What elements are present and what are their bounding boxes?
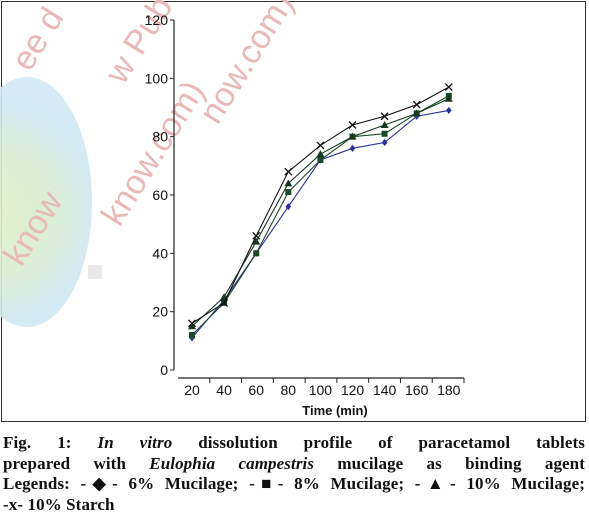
data-point-square [189,332,195,338]
chart-axes: 0 20 40 60 80 100 120 20 40 60 80 100 120 140 160 180 [145,12,465,398]
watermark-square [88,265,102,279]
series-line [191,86,450,324]
data-point-triangle [348,132,357,140]
data-point-diamond [381,138,388,147]
caption-fig-label: Fig. 1: [3,433,98,452]
data-point-x [412,100,421,109]
data-point-triangle [284,179,293,187]
series-line [191,95,450,336]
caption-line-3: Legends: -◆- 6% Mucilage; -■- 8% Mucilag… [3,474,585,493]
caption-line1-rest: dissolution profile of paracetamol table… [172,433,585,452]
data-point-x [252,231,261,240]
figure-caption: Fig. 1: In vitro dissolution profile of … [3,433,585,515]
x-tick-label: 160 [405,382,429,398]
data-point-triangle [444,94,453,102]
x-tick-label: 120 [341,382,365,398]
data-point-square [381,130,388,137]
figure-frame: ee d w Pub now.com). know.com) know 0 20 4… [0,0,586,422]
data-point-x [316,141,325,150]
series-10-mucilage [188,94,453,330]
data-point-triangle [316,150,325,158]
x-tick-label: 140 [373,382,397,398]
data-point-diamond [349,144,356,152]
data-point-triangle [380,121,389,128]
series-10-starch [188,83,453,328]
y-tick-label: 40 [152,245,168,261]
data-point-x [380,112,389,121]
chart-series [188,83,453,342]
x-tick-label: 60 [248,382,264,398]
data-point-triangle [188,322,196,330]
data-point-diamond [285,203,292,211]
data-point-triangle [412,109,421,117]
data-point-diamond [446,106,452,115]
x-tick-label: 180 [437,382,461,398]
series-6-mucilage [189,106,452,342]
series-8-mucilage [189,92,452,338]
data-point-triangle [252,237,261,245]
data-point-x [220,298,229,307]
dissolution-chart: 0 20 40 60 80 100 120 20 40 60 80 100 120 140 160 180 T… [145,12,465,418]
data-point-square [317,157,324,163]
data-point-square [253,250,260,257]
caption-line-2: prepared with Eulophia campestris mucila… [3,454,585,475]
caption-species: Eulophia campestris [149,453,315,473]
y-tick-label: 0 [160,362,168,378]
y-tick-label: 20 [152,304,168,320]
x-tick-label: 40 [216,382,232,398]
caption-line-4: -x- 10% Starch [3,494,115,514]
x-tick-label: 20 [184,382,200,398]
x-tick-label: 100 [309,382,333,398]
data-point-square [285,189,292,196]
data-point-x [188,319,196,328]
x-axis-label: Time (min) [302,403,368,418]
data-point-x [348,121,357,129]
caption-line-1: Fig. 1: In vitro dissolution profile of … [3,433,585,454]
y-tick-label: 100 [145,70,169,86]
data-point-x [444,83,453,92]
y-tick-label: 120 [145,12,169,28]
x-tick-label: 80 [281,382,297,398]
caption-line2-pre: prepared with [3,453,150,473]
caption-line2-post: mucilage as binding agent [314,453,586,473]
y-tick-label: 60 [152,187,168,203]
y-tick-label: 80 [152,129,168,145]
caption-in-vitro: In vitro [97,433,173,452]
data-point-x [284,167,293,176]
